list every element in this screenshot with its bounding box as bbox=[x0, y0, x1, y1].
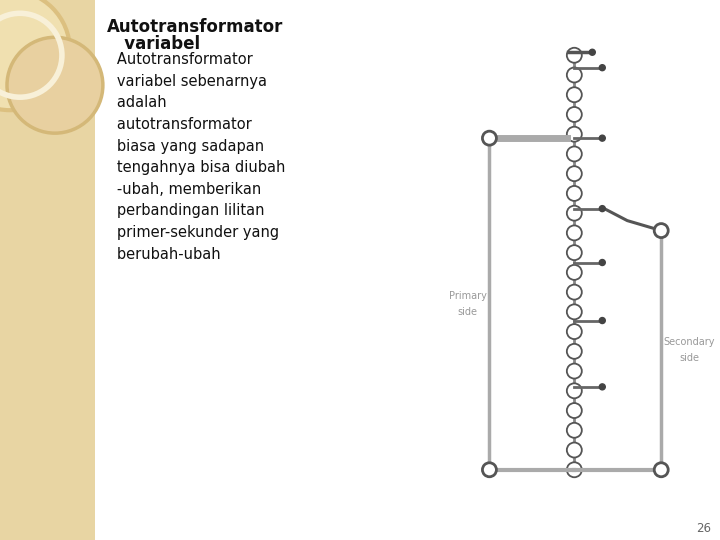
Circle shape bbox=[654, 463, 668, 477]
Text: variabel: variabel bbox=[107, 35, 200, 53]
Circle shape bbox=[567, 68, 582, 83]
Text: Secondary: Secondary bbox=[663, 337, 715, 347]
Circle shape bbox=[7, 37, 103, 133]
Circle shape bbox=[589, 49, 595, 55]
Circle shape bbox=[567, 403, 582, 418]
Circle shape bbox=[599, 65, 606, 71]
Text: 26: 26 bbox=[696, 522, 711, 535]
Circle shape bbox=[599, 384, 606, 390]
Circle shape bbox=[567, 344, 582, 359]
Circle shape bbox=[567, 383, 582, 399]
Circle shape bbox=[567, 166, 582, 181]
Circle shape bbox=[567, 225, 582, 240]
Circle shape bbox=[567, 305, 582, 319]
Circle shape bbox=[567, 285, 582, 300]
Text: Autotransformator: Autotransformator bbox=[107, 18, 283, 36]
Circle shape bbox=[567, 423, 582, 438]
Circle shape bbox=[567, 146, 582, 161]
Circle shape bbox=[567, 87, 582, 102]
Circle shape bbox=[567, 48, 582, 63]
Circle shape bbox=[567, 127, 582, 141]
Circle shape bbox=[567, 443, 582, 457]
Text: side: side bbox=[457, 307, 477, 317]
Circle shape bbox=[567, 265, 582, 280]
Bar bbox=[0, 1, 95, 539]
Circle shape bbox=[567, 245, 582, 260]
Circle shape bbox=[599, 260, 606, 266]
Circle shape bbox=[482, 463, 496, 477]
Text: Primary: Primary bbox=[449, 291, 487, 301]
Text: Autotransformator
   variabel sebenarnya
   adalah
   autotransformator
   biasa: Autotransformator variabel sebenarnya ad… bbox=[103, 52, 285, 262]
Circle shape bbox=[567, 206, 582, 221]
Circle shape bbox=[599, 206, 606, 212]
Circle shape bbox=[567, 107, 582, 122]
Circle shape bbox=[599, 318, 606, 323]
Circle shape bbox=[567, 363, 582, 379]
Text: side: side bbox=[679, 353, 699, 363]
Circle shape bbox=[599, 135, 606, 141]
Circle shape bbox=[482, 131, 496, 145]
Circle shape bbox=[567, 186, 582, 201]
Circle shape bbox=[567, 462, 582, 477]
Circle shape bbox=[567, 324, 582, 339]
Circle shape bbox=[654, 224, 668, 238]
Circle shape bbox=[0, 0, 70, 110]
